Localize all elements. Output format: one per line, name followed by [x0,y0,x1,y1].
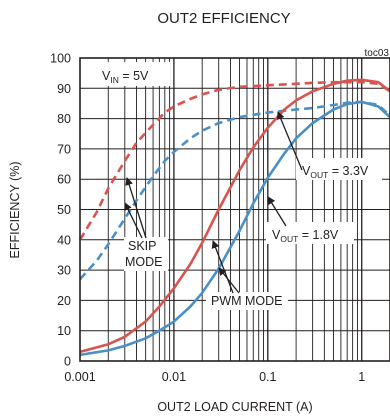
y-axis-ticks: 0 10 20 30 40 50 60 70 80 90 100 [50,52,71,369]
y-tick-label: 40 [57,233,71,247]
y-tick-label: 0 [64,355,71,369]
series-line-skip-1v8 [79,100,390,281]
annotation-arrows [124,111,303,294]
skip-mode-label-bg [124,237,168,271]
vout33-label-bg [296,158,382,180]
plot-frame [79,57,390,362]
x-tick-label: 0.1 [259,370,276,384]
x-axis-ticks: 0.001 0.01 0.1 1 [64,370,365,384]
y-tick-label: 50 [57,203,71,217]
vout33-arrow [276,111,303,171]
pwm-arrow-blue [218,267,240,294]
y-tick-label: 10 [57,324,71,338]
x-tick-label: 0.001 [64,370,95,384]
pwm-mode-label: PWM MODE [211,294,283,308]
series-line-pwm-1v8 [79,100,390,357]
vin-label-bg [98,62,170,86]
series-line-pwm-3v3 [79,78,390,354]
toc-tag: toc03 [365,48,390,59]
series-lines [78,78,390,357]
x-axis-label: OUT2 LOAD CURRENT (A) [157,400,312,414]
y-tick-label: 30 [57,264,71,278]
vout18-label: VOUT = 1.8V [272,228,339,244]
x-tick-label: 1 [358,370,365,384]
skip-mode-label-line2: MODE [125,255,163,269]
vin-label: VIN = 5V [102,69,149,85]
y-tick-label: 60 [57,173,71,187]
skip-arrow-red [125,177,147,239]
y-tick-label: 80 [57,112,71,126]
chart-title: OUT2 EFFICIENCY [157,10,290,27]
y-tick-label: 20 [57,294,71,308]
skip-mode-label-line1: SKIP [128,239,157,253]
pwm-mode-label-bg [206,292,288,310]
vout18-arrow [267,196,287,227]
y-axis-label: EFFICIENCY (%) [8,162,22,259]
skip-arrow-blue [124,202,143,239]
y-tick-label: 70 [57,142,71,156]
pwm-arrow-red [211,240,234,294]
vout33-label: VOUT = 3.3V [302,164,369,180]
vout18-label-bg [266,222,354,244]
x-tick-label: 0.01 [162,370,186,384]
y-tick-label: 90 [57,82,71,96]
y-tick-label: 100 [50,52,71,66]
